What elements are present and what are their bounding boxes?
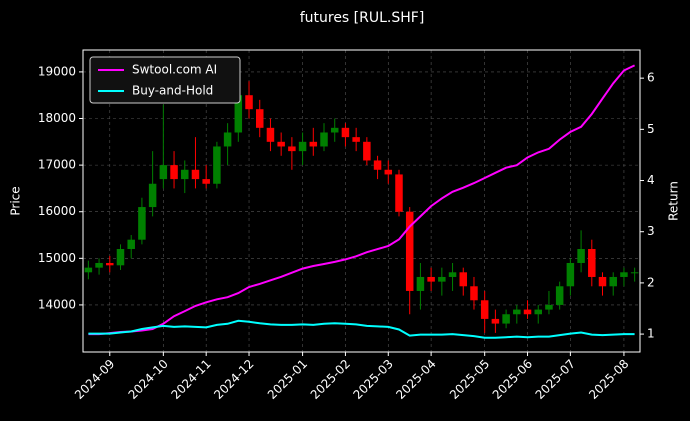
candle-body	[84, 267, 93, 273]
y-axis-label: Price	[9, 186, 23, 215]
x-tick-label: 2025-03	[351, 357, 396, 402]
x-tick-label: 2025-05	[447, 357, 492, 402]
candle-body	[609, 276, 617, 287]
candle-body	[405, 211, 414, 291]
legend-label: Swtool.com AI	[132, 63, 217, 77]
candle-body	[427, 276, 435, 282]
candle-body	[352, 137, 360, 142]
candle-body	[341, 127, 350, 138]
candle-body	[480, 300, 489, 319]
candle-body	[545, 304, 553, 310]
candle-body	[363, 141, 371, 161]
candle-body	[577, 249, 585, 263]
candle-body	[598, 276, 607, 287]
chart-title: futures [RUL.SHF]	[300, 10, 425, 26]
return-line	[88, 319, 635, 339]
candle-body	[255, 109, 264, 128]
candle-body	[309, 141, 318, 147]
candle-body	[459, 272, 468, 287]
candle-body	[95, 262, 103, 268]
y2-tick-label: 6	[647, 71, 655, 85]
x-tick-label: 2024-12	[211, 357, 256, 402]
x-tick-label: 2025-04	[393, 357, 438, 402]
candle-body	[191, 169, 200, 180]
x-tick-label: 2025-08	[586, 357, 631, 402]
candle-body	[181, 169, 189, 180]
y-tick-label: 18000	[38, 111, 76, 125]
candle-body	[491, 318, 500, 324]
candle-body	[148, 183, 157, 208]
candle-body	[448, 272, 457, 277]
legend-box	[89, 56, 241, 104]
candle-body	[555, 286, 564, 305]
legend-label: Buy-and-Hold	[132, 84, 213, 98]
y2-tick-label: 2	[647, 275, 655, 289]
y2-tick-label: 3	[647, 224, 655, 238]
candle-body	[502, 314, 510, 324]
x-tick-label: 2024-10	[126, 357, 171, 402]
return-line	[88, 64, 636, 336]
candle-body	[234, 95, 243, 133]
candle-body	[513, 309, 521, 315]
y2-tick-label: 5	[647, 122, 655, 136]
plot-frame	[82, 49, 641, 353]
y-tick-label: 19000	[38, 64, 76, 78]
candle-body	[523, 309, 532, 315]
y2-tick-label: 4	[647, 173, 655, 187]
candle-body	[620, 272, 628, 277]
candle-body	[245, 95, 253, 110]
candle-body	[202, 179, 210, 184]
y-tick-label: 14000	[38, 297, 76, 311]
candle-body	[277, 141, 285, 147]
candle-body	[330, 127, 339, 133]
candle-body	[213, 146, 221, 184]
candle-body	[223, 132, 232, 147]
candle-body	[266, 127, 275, 142]
y-tick-label: 15000	[38, 251, 76, 265]
candle-body	[288, 146, 296, 152]
candle-body	[534, 309, 542, 315]
x-tick-label: 2025-02	[308, 357, 353, 402]
candle-body	[630, 272, 639, 274]
x-tick-label: 2025-07	[533, 357, 578, 402]
candle-body	[320, 132, 328, 147]
candle-body	[588, 249, 596, 277]
x-tick-label: 2024-09	[72, 357, 117, 402]
candle-body	[373, 160, 382, 170]
candle-body	[416, 276, 425, 291]
y-tick-label: 16000	[38, 204, 76, 218]
candle-body	[170, 165, 178, 180]
x-tick-label: 2024-11	[168, 357, 213, 402]
candle-body	[298, 141, 307, 152]
candle-body	[106, 262, 114, 266]
x-tick-label: 2025-01	[265, 357, 310, 402]
candle-body	[159, 165, 168, 180]
candle-body	[438, 276, 446, 282]
x-tick-label: 2025-06	[490, 357, 535, 402]
candle-body	[384, 169, 393, 175]
candle-body	[138, 207, 146, 240]
y2-axis-label: Return	[667, 181, 681, 221]
candle-body	[395, 174, 403, 212]
candle-body	[566, 262, 575, 287]
y2-tick-label: 1	[647, 327, 655, 341]
candle-body	[127, 239, 135, 250]
candle-body	[116, 249, 125, 266]
legend: Swtool.com AI Buy-and-Hold	[89, 56, 241, 104]
candle-body	[470, 286, 478, 301]
y-tick-label: 17000	[38, 158, 76, 172]
